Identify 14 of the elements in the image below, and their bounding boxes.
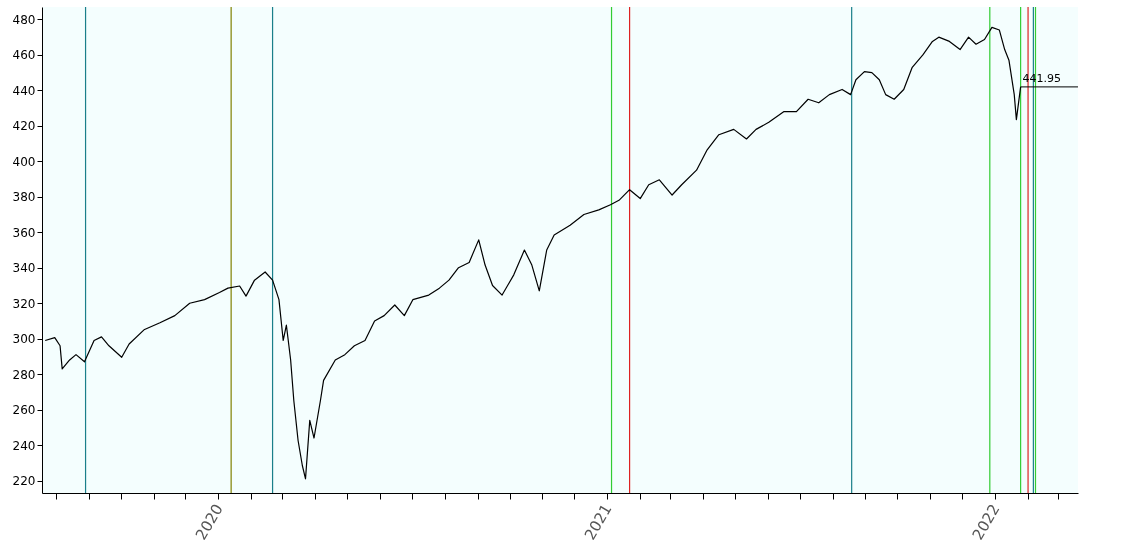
y-tick-label: 320 bbox=[12, 296, 36, 311]
y-tick-label: 480 bbox=[12, 12, 36, 27]
y-tick-label: 460 bbox=[12, 48, 36, 63]
y-tick-label: 340 bbox=[12, 261, 36, 276]
y-tick-label: 240 bbox=[12, 438, 36, 453]
y-tick-label: 220 bbox=[12, 474, 36, 489]
y-tick-label: 300 bbox=[12, 332, 36, 347]
y-tick-label: 400 bbox=[12, 154, 36, 169]
y-tick-label: 420 bbox=[12, 119, 36, 134]
y-tick-label: 360 bbox=[12, 225, 36, 240]
y-tick-label: 440 bbox=[12, 83, 36, 98]
y-tick-label: 280 bbox=[12, 367, 36, 382]
y-tick-label: 260 bbox=[12, 403, 36, 418]
y-tick-label: 380 bbox=[12, 190, 36, 205]
